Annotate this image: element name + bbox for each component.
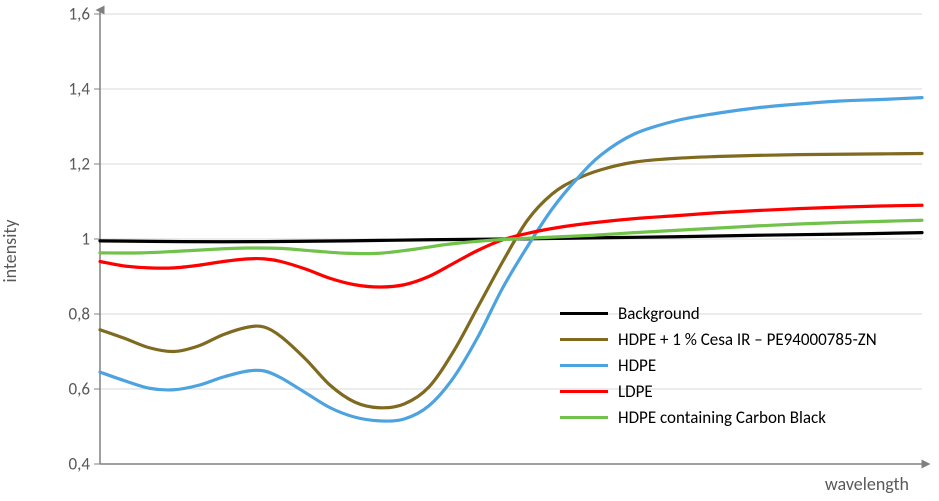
x-axis-label: wavelength [825,473,909,495]
legend-item: Background [560,300,877,326]
legend-swatch [560,416,608,419]
legend-item: LDPE [560,378,877,404]
legend-label: LDPE [618,381,653,402]
y-tick-label: 1,4 [50,79,90,100]
legend: Background HDPE + 1 % Cesa IR – PE9400078… [560,300,877,430]
y-tick-label: 0,4 [50,454,90,475]
y-tick-label: 1 [50,229,90,250]
legend-label: HDPE containing Carbon Black [618,407,826,428]
legend-label: HDPE + 1 % Cesa IR – PE94000785-ZN [618,329,877,350]
legend-item: HDPE + 1 % Cesa IR – PE94000785-ZN [560,326,877,352]
legend-swatch [560,364,608,367]
legend-swatch [560,390,608,393]
legend-label: HDPE [618,355,656,376]
legend-item: HDPE containing Carbon Black [560,404,877,430]
y-tick-label: 0,8 [50,304,90,325]
legend-swatch [560,312,608,315]
legend-swatch [560,338,608,341]
legend-item: HDPE [560,352,877,378]
y-tick-label: 1,6 [50,4,90,25]
y-tick-label: 1,2 [50,154,90,175]
y-axis-label: intensity [0,219,21,282]
line-chart: intensity wavelength 0,4 0,6 0,8 1 1,2 1,4 1,6… [0,0,939,501]
y-tick-label: 0,6 [50,379,90,400]
legend-label: Background [618,303,700,324]
